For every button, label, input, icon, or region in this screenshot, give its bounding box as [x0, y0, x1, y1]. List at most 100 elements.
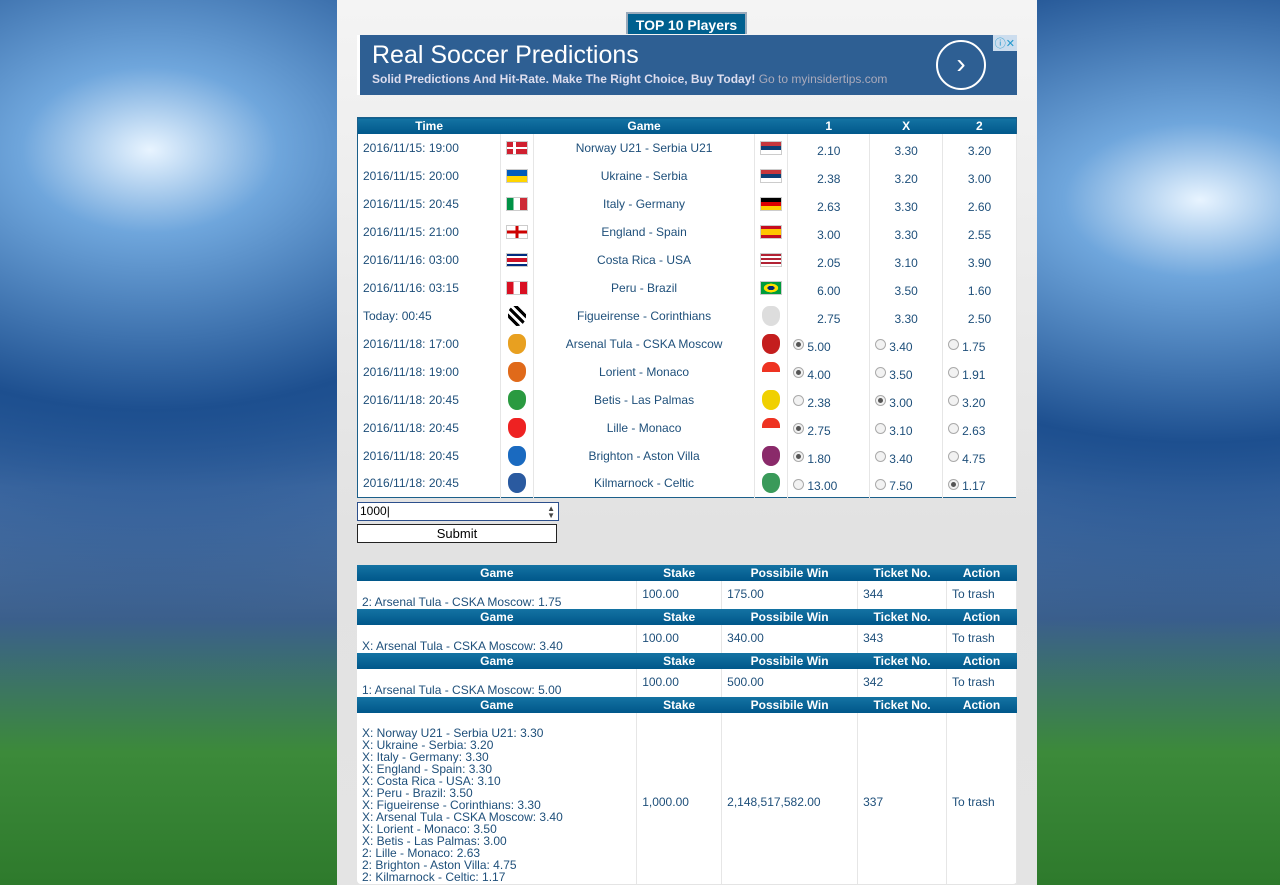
match-name[interactable]: Figueirense - Corinthians [533, 301, 756, 330]
to-trash-link[interactable]: To trash [946, 669, 1017, 697]
radio-2[interactable] [948, 338, 960, 350]
match-name[interactable]: Ukraine - Serbia [533, 161, 756, 190]
ad-title[interactable]: Real Soccer Predictions [372, 41, 639, 69]
match-name[interactable]: England - Spain [533, 217, 756, 246]
odds-value: 1.17 [962, 479, 986, 494]
radio-X[interactable] [875, 478, 887, 490]
ad-banner[interactable]: Real Soccer Predictions Solid Prediction… [357, 35, 1017, 95]
radio-2[interactable] [948, 394, 960, 406]
radio-2[interactable] [948, 422, 960, 434]
ticket-row: X: Arsenal Tula - CSKA Moscow: 3.40 100.0… [357, 625, 1017, 653]
odds-value: 3.30 [894, 199, 918, 214]
match-time: 2016/11/18: 17:00 [357, 329, 501, 358]
radio-1[interactable] [793, 394, 805, 406]
ticket-game-line: X: Norway U21 - Serbia U21: 3.30 [362, 726, 544, 740]
match-time: 2016/11/18: 20:45 [357, 413, 501, 442]
ticket-header: Game Stake Possibile Win Ticket No. Action [357, 697, 1017, 713]
peru-flag-icon [505, 280, 528, 295]
info-icon[interactable]: ⓘ [994, 38, 1006, 50]
odds-2[interactable]: 2.63 [942, 413, 1017, 442]
odds-2[interactable]: 1.91 [942, 357, 1017, 386]
to-trash-link[interactable]: To trash [946, 581, 1017, 609]
odds-value: 2.05 [817, 255, 841, 270]
odds-1[interactable]: 4.00 [787, 357, 871, 386]
to-trash-link[interactable]: To trash [946, 713, 1017, 884]
odds-X: 3.10 [869, 245, 944, 274]
odds-1[interactable]: 5.00 [787, 329, 871, 358]
ad-subtitle[interactable]: Solid Predictions And Hit-Rate. Make The… [372, 72, 887, 86]
odds-2[interactable]: 4.75 [942, 441, 1017, 470]
submit-button[interactable]: Submit [357, 524, 557, 543]
radio-1[interactable] [793, 478, 805, 490]
odds-X[interactable]: 7.50 [869, 469, 944, 498]
ticket-game-line: 2: Kilmarnock - Celtic: 1.17 [362, 870, 506, 884]
ad-arrow-icon[interactable]: › [936, 40, 986, 90]
odds-2[interactable]: 1.17 [942, 469, 1017, 498]
monaco-badge-icon [762, 417, 781, 438]
match-name[interactable]: Brighton - Aston Villa [533, 441, 756, 470]
germany-flag-icon [760, 196, 783, 211]
radio-X[interactable] [875, 422, 887, 434]
home-flag-cell [500, 357, 534, 386]
radio-1[interactable] [793, 338, 805, 350]
away-flag-cell [754, 133, 789, 162]
column-header: Ticket No. [857, 565, 947, 581]
odds-1[interactable]: 2.38 [787, 385, 871, 414]
match-time: 2016/11/16: 03:00 [357, 245, 501, 274]
away-flag-cell [754, 161, 789, 190]
match-name[interactable]: Arsenal Tula - CSKA Moscow [533, 329, 756, 358]
odds-2[interactable]: 1.75 [942, 329, 1017, 358]
radio-X[interactable] [875, 394, 887, 406]
match-name[interactable]: Lorient - Monaco [533, 357, 756, 386]
radio-2[interactable] [948, 478, 960, 490]
radio-X[interactable] [875, 338, 887, 350]
kilmarnock-badge-icon [507, 473, 526, 494]
radio-X[interactable] [875, 366, 887, 378]
odds-1[interactable]: 2.75 [787, 413, 871, 442]
home-flag-cell [500, 385, 534, 414]
celtic-badge-icon [762, 473, 781, 494]
match-name[interactable]: Peru - Brazil [533, 273, 756, 302]
close-icon[interactable]: ✕ [1005, 38, 1015, 50]
stake-input[interactable]: 1000| ▲ ▼ [357, 502, 559, 521]
match-row: 2016/11/15: 20:45 Italy - Germany 2.63 3.30… [357, 189, 1017, 218]
odds-table: Time Game 1 X 2 2016/11/15: 19:00 Norway U21 … [357, 117, 1017, 498]
column-header: Possibile Win [721, 653, 858, 669]
radio-1[interactable] [793, 366, 805, 378]
odds-2[interactable]: 3.20 [942, 385, 1017, 414]
odds-X[interactable]: 3.40 [869, 441, 944, 470]
odds-value: 5.00 [807, 339, 831, 354]
to-trash-link[interactable]: To trash [946, 625, 1017, 653]
odds-value: 1.91 [962, 367, 986, 382]
spinner-icon[interactable]: ▲ ▼ [547, 504, 555, 520]
match-name[interactable]: Norway U21 - Serbia U21 [533, 133, 756, 162]
match-name[interactable]: Kilmarnock - Celtic [533, 469, 756, 498]
ad-close-icon[interactable]: ⓘ✕ [992, 35, 1017, 51]
odds-X[interactable]: 3.50 [869, 357, 944, 386]
radio-2[interactable] [948, 450, 960, 462]
match-name[interactable]: Italy - Germany [533, 189, 756, 218]
tickets-table: Game Stake Possibile Win Ticket No. Action 2:… [357, 565, 1017, 884]
odds-X[interactable]: 3.00 [869, 385, 944, 414]
match-time: 2016/11/18: 20:45 [357, 385, 501, 414]
top-10-players-button[interactable]: TOP 10 Players [626, 12, 747, 34]
radio-2[interactable] [948, 366, 960, 378]
match-name[interactable]: Betis - Las Palmas [533, 385, 756, 414]
odds-1[interactable]: 13.00 [787, 469, 871, 498]
match-name[interactable]: Costa Rica - USA [533, 245, 756, 274]
ticket-games: X: Arsenal Tula - CSKA Moscow: 3.40 [357, 625, 638, 653]
odds-X: 3.30 [869, 133, 944, 162]
ad-link[interactable]: Go to myinsidertips.com [758, 72, 888, 86]
match-time: 2016/11/18: 20:45 [357, 469, 501, 498]
column-header: Stake [636, 609, 722, 625]
odds-X[interactable]: 3.40 [869, 329, 944, 358]
radio-1[interactable] [793, 450, 805, 462]
odds-X[interactable]: 3.10 [869, 413, 944, 442]
match-row: 2016/11/18: 20:45 Brighton - Aston Villa 1… [357, 441, 1017, 470]
odds-1[interactable]: 1.80 [787, 441, 871, 470]
ticket-stake: 100.00 [636, 625, 723, 653]
radio-1[interactable] [793, 422, 805, 434]
match-name[interactable]: Lille - Monaco [533, 413, 756, 442]
match-time: 2016/11/15: 20:00 [357, 161, 501, 190]
radio-X[interactable] [875, 450, 887, 462]
